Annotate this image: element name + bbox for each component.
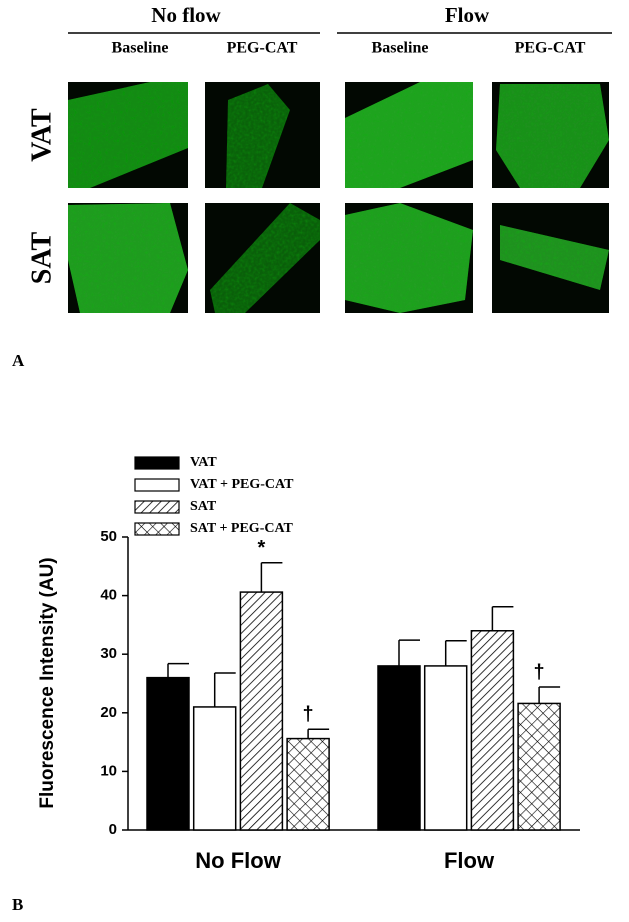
legend-swatch <box>134 456 180 470</box>
panel-label: A <box>12 351 25 370</box>
legend-swatch <box>134 500 180 514</box>
error-bar <box>213 672 236 707</box>
column-title: PEG-CAT <box>227 40 298 57</box>
group-title: Flow <box>445 3 490 27</box>
bar <box>286 737 330 831</box>
error-bar <box>167 662 189 678</box>
bar <box>146 676 190 831</box>
bar <box>470 630 515 831</box>
y-tick-label: 0 <box>109 821 117 838</box>
y-tick-label: 50 <box>100 528 117 545</box>
error-bar <box>444 639 467 666</box>
bar <box>192 706 237 831</box>
bar <box>423 665 468 831</box>
column-title: Baseline <box>112 40 169 57</box>
micrographs <box>68 82 609 313</box>
row-title: SAT <box>26 231 57 284</box>
bar <box>517 702 561 831</box>
bar <box>377 665 421 831</box>
legend-label: VAT + PEG-CAT <box>190 477 294 492</box>
annotation: † <box>534 661 545 683</box>
y-tick-label: 20 <box>100 704 117 721</box>
y-tick-label: 30 <box>100 645 117 662</box>
legend-label: SAT <box>190 499 217 514</box>
panel-label: B <box>12 895 23 914</box>
y-tick-label: 10 <box>100 762 117 779</box>
error-bar <box>491 605 514 631</box>
legend-swatch <box>134 522 180 536</box>
x-tick-label: Flow <box>444 848 495 873</box>
legend-label: VAT <box>190 455 217 470</box>
bar <box>239 591 284 831</box>
error-bar <box>398 639 420 666</box>
x-tick-label: No Flow <box>195 848 281 873</box>
legend-label: SAT + PEG-CAT <box>190 521 294 536</box>
annotation: † <box>303 703 314 725</box>
annotation: * <box>258 537 266 559</box>
row-title: VAT <box>26 108 57 162</box>
y-tick-label: 40 <box>100 587 117 604</box>
error-bar <box>260 562 283 593</box>
group-title: No flow <box>151 3 221 27</box>
error-bar <box>538 686 561 704</box>
column-title: PEG-CAT <box>515 40 586 57</box>
column-title: Baseline <box>372 40 429 57</box>
y-axis-label: Fluorescence Intensity (AU) <box>37 557 58 808</box>
error-bar <box>307 728 330 739</box>
legend-swatch <box>134 478 180 492</box>
